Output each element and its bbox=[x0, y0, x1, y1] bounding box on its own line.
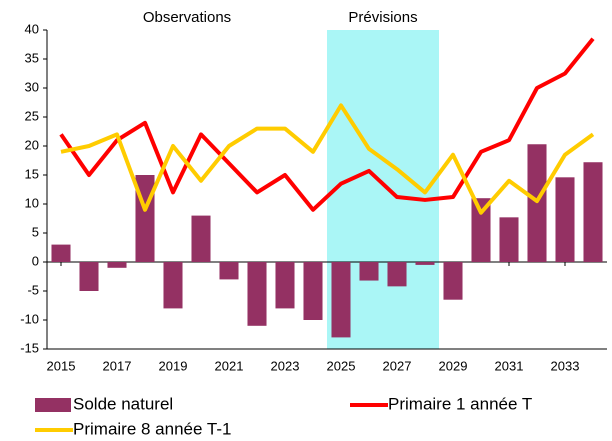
bar bbox=[163, 262, 183, 309]
y-tick-label: 15 bbox=[25, 166, 39, 181]
y-tick-label: -5 bbox=[27, 282, 39, 297]
y-tick-label: 10 bbox=[25, 195, 39, 210]
bar bbox=[471, 198, 491, 262]
bar bbox=[387, 262, 407, 287]
y-tick-label: -10 bbox=[20, 311, 39, 326]
bar bbox=[415, 262, 435, 265]
bar bbox=[219, 262, 239, 280]
legend-swatch bbox=[35, 398, 71, 412]
bar bbox=[79, 262, 99, 291]
y-tick-label: 20 bbox=[25, 137, 39, 152]
line bbox=[59, 37, 595, 212]
bar bbox=[555, 177, 575, 262]
annotation: Prévisions bbox=[348, 9, 417, 26]
y-tick-label: 25 bbox=[25, 108, 39, 123]
line bbox=[60, 103, 595, 215]
legend-label: Primaire 8 année T-1 bbox=[73, 419, 231, 438]
bar bbox=[303, 262, 323, 320]
y-tick-label: 5 bbox=[32, 224, 39, 239]
x-tick-label: 2031 bbox=[495, 358, 524, 373]
legend-label: Solde naturel bbox=[73, 394, 173, 413]
bar bbox=[107, 262, 127, 268]
y-tick-label: 35 bbox=[25, 50, 39, 65]
bar bbox=[247, 262, 267, 326]
x-tick-label: 2027 bbox=[383, 358, 412, 373]
x-tick-label: 2019 bbox=[159, 358, 188, 373]
bar bbox=[527, 144, 547, 262]
bar bbox=[191, 215, 211, 262]
x-tick-label: 2017 bbox=[103, 358, 132, 373]
x-tick-label: 2015 bbox=[47, 358, 76, 373]
x-tick-label: 2029 bbox=[439, 358, 468, 373]
x-tick-label: 2025 bbox=[327, 358, 356, 373]
legend-label: Primaire 1 année T bbox=[388, 394, 532, 413]
bar bbox=[583, 162, 603, 262]
bar bbox=[443, 262, 463, 300]
bar bbox=[499, 217, 519, 262]
bar bbox=[51, 244, 71, 262]
bar bbox=[331, 262, 351, 338]
y-tick-label: 40 bbox=[25, 21, 39, 36]
bar bbox=[275, 262, 295, 309]
x-tick-label: 2023 bbox=[271, 358, 300, 373]
annotation: Observations bbox=[143, 9, 231, 26]
x-tick-label: 2033 bbox=[551, 358, 580, 373]
x-tick-label: 2021 bbox=[215, 358, 244, 373]
y-tick-label: 0 bbox=[32, 253, 39, 268]
y-tick-label: -15 bbox=[20, 340, 39, 355]
bar bbox=[359, 262, 379, 281]
y-tick-label: 30 bbox=[25, 79, 39, 94]
